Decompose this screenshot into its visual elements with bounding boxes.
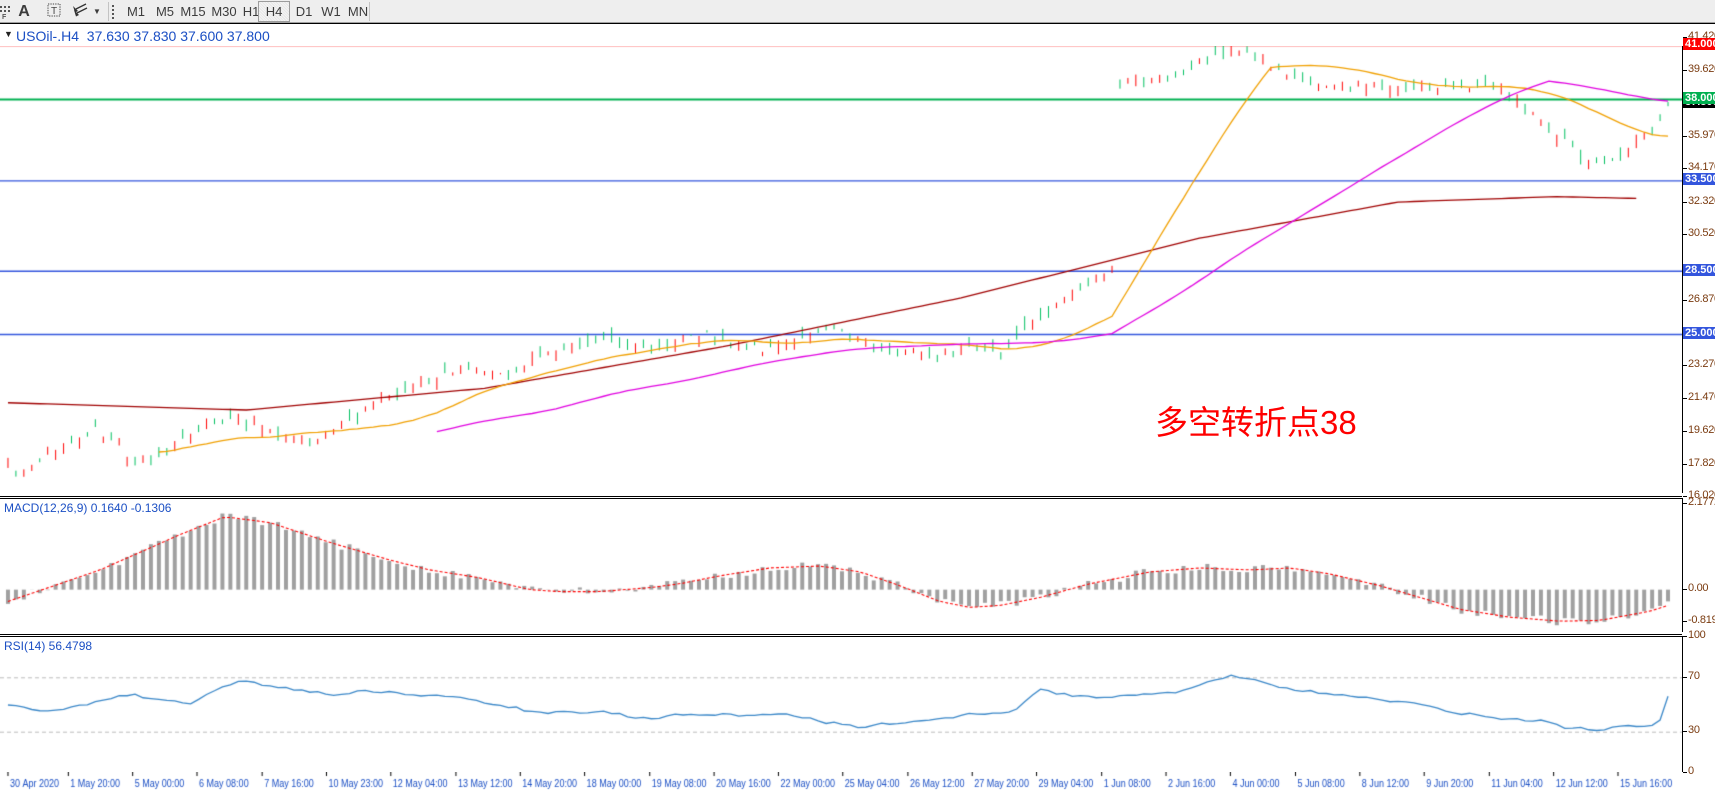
svg-text:T: T: [51, 6, 57, 17]
